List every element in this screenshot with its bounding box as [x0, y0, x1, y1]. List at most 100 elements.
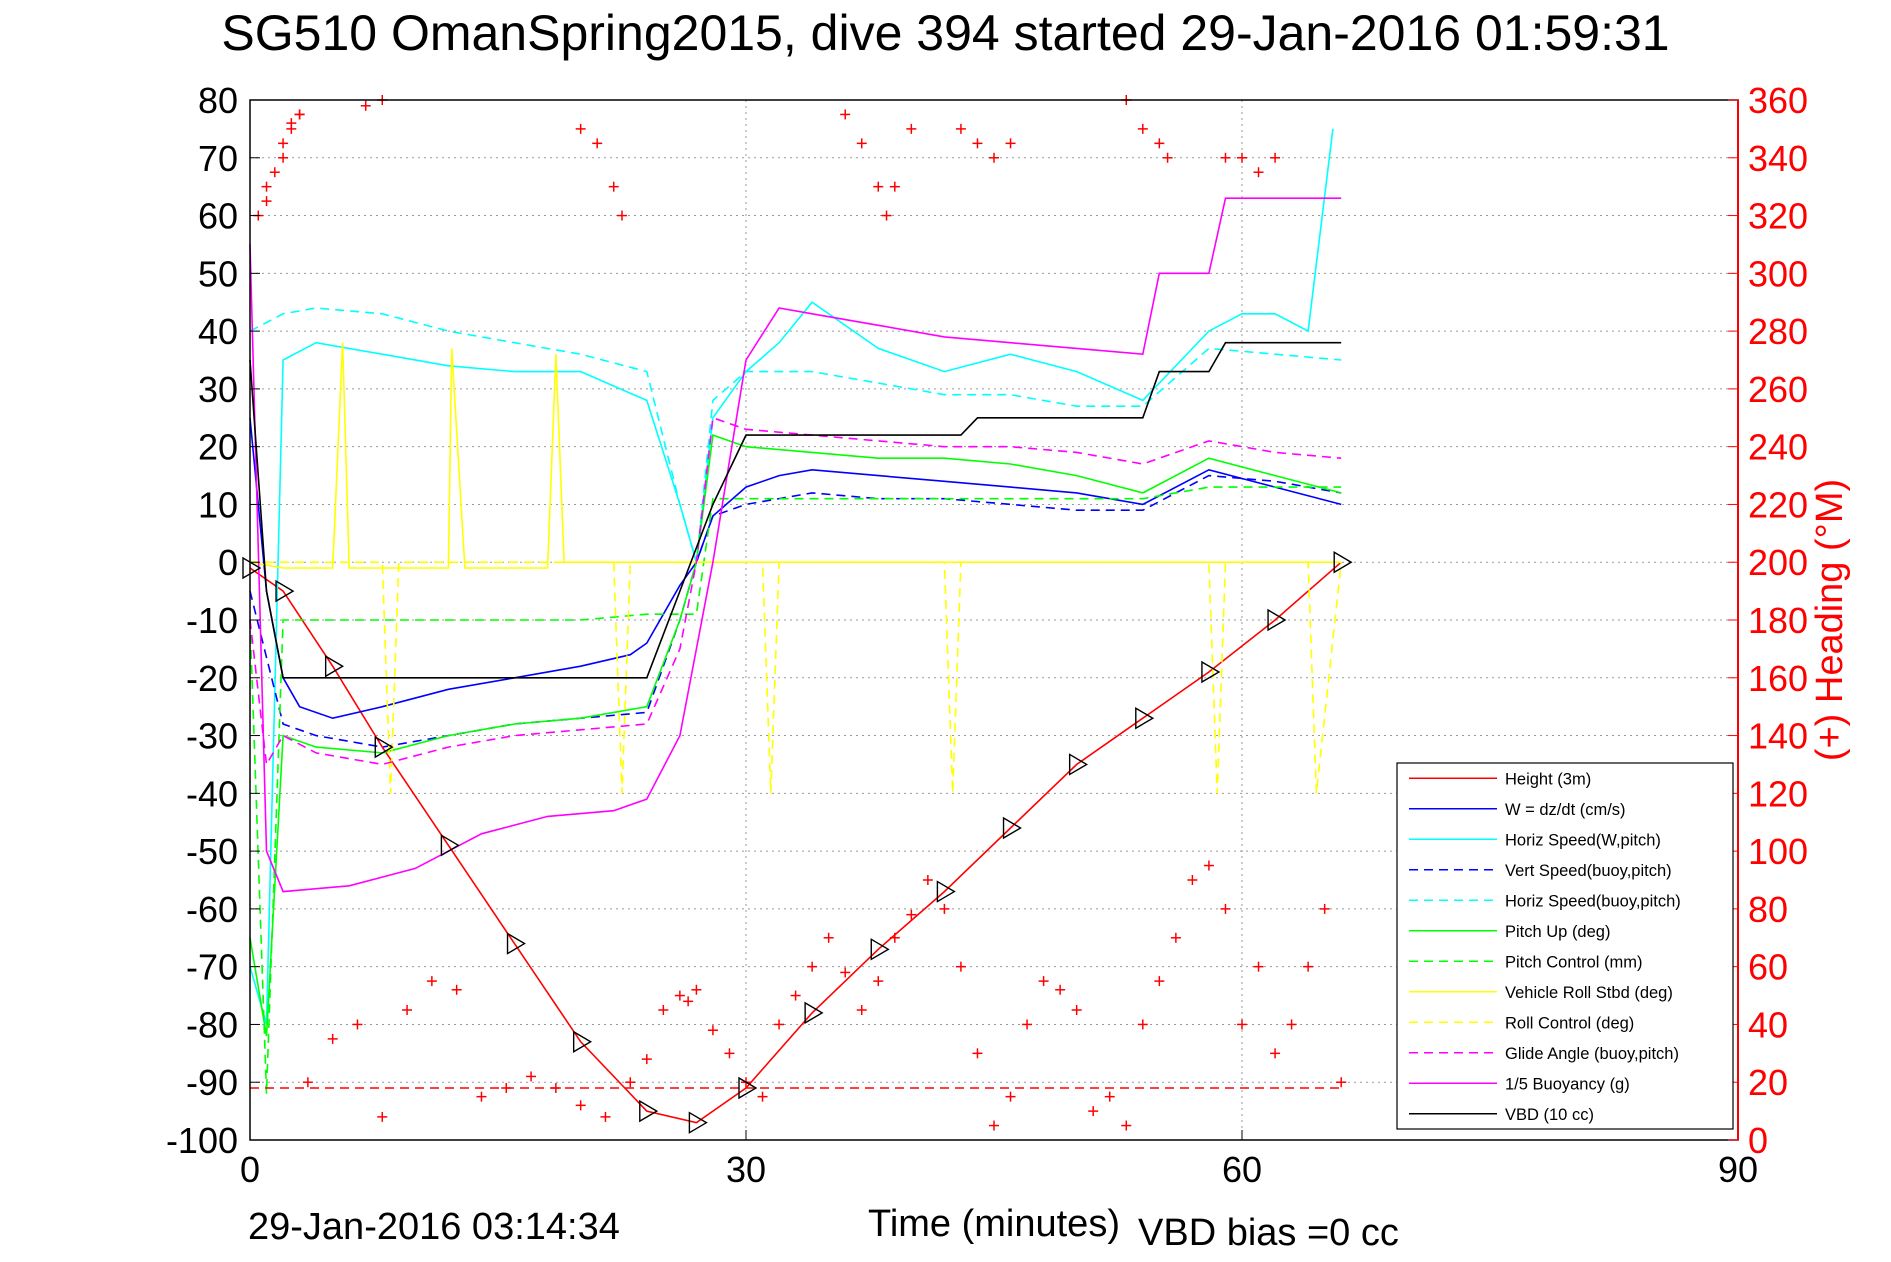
heading-point-top — [881, 210, 892, 221]
y-right-tick-label: 160 — [1748, 658, 1808, 699]
heading-point — [261, 196, 272, 207]
height-marker — [324, 654, 345, 678]
series-line-3 — [249, 474, 1342, 748]
height-marker — [738, 1076, 758, 1100]
y-left-tick-label: -70 — [186, 947, 238, 988]
heading-point — [1187, 875, 1198, 885]
y-right-tick-label: 260 — [1748, 369, 1808, 410]
height-marker — [374, 735, 394, 759]
vbd-bias-label: VBD bias =0 cc — [1138, 1212, 1399, 1254]
series-line-7 — [249, 342, 1342, 569]
heading-markers — [253, 95, 1347, 1131]
heading-point-top — [1253, 167, 1264, 178]
right-y-axis-label: (+) Heading (°M) — [1809, 479, 1851, 761]
heading-point — [1203, 860, 1214, 871]
series-line-4 — [249, 307, 1342, 563]
height-triangle-markers — [242, 550, 1353, 1134]
y-right-tick-label: 240 — [1748, 427, 1808, 468]
heading-point — [575, 1100, 586, 1111]
x-tick-label: 90 — [1718, 1149, 1758, 1190]
heading-point-top — [360, 100, 371, 111]
heading-point — [1088, 1106, 1099, 1117]
left-y-axis-ticks: 80 70 60 50 40 30 20 10 0 -10 -20 -30 -40 -50 -60 -70 -8… — [166, 80, 260, 1161]
heading-point-top — [1220, 152, 1231, 163]
heading-point — [1303, 961, 1314, 972]
heading-point — [501, 1083, 512, 1093]
y-left-tick-label: 60 — [198, 196, 238, 237]
height-marker — [1267, 608, 1287, 632]
heading-point — [658, 1005, 669, 1015]
legend-label-6: Pitch Control (mm) — [1505, 953, 1643, 971]
y-right-tick-label: 20 — [1748, 1062, 1788, 1103]
series-layer — [249, 128, 1342, 1124]
legend-box — [1396, 762, 1734, 1130]
y-left-tick-label: 20 — [198, 427, 238, 468]
y-right-tick-label: 300 — [1748, 253, 1808, 294]
heading-point-top — [873, 181, 884, 192]
heading-point — [955, 961, 966, 972]
heading-point-top — [955, 123, 966, 134]
y-right-tick-label: 320 — [1748, 196, 1808, 237]
height-marker — [1135, 706, 1155, 730]
legend-label-3: Vert Speed(buoy,pitch) — [1505, 862, 1672, 880]
y-left-tick-label: -50 — [186, 831, 238, 872]
y-left-tick-label: 80 — [198, 80, 238, 121]
y-right-tick-label: 140 — [1748, 716, 1808, 757]
heading-point — [1253, 961, 1264, 972]
heading-point — [426, 976, 437, 987]
y-right-tick-label: 220 — [1748, 484, 1808, 525]
heading-point — [906, 909, 917, 920]
heading-point — [972, 1048, 983, 1059]
heading-point — [600, 1111, 611, 1122]
y-right-tick-label: 0 — [1748, 1120, 1768, 1161]
heading-point — [269, 167, 280, 178]
heading-point — [1055, 984, 1066, 995]
heading-point — [377, 1111, 388, 1122]
height-marker — [275, 579, 295, 603]
legend: Height (3m) W = dz/dt (cm/s) Horiz Speed(W… — [1396, 762, 1734, 1130]
heading-point-top — [1005, 138, 1016, 149]
y-left-tick-label: -10 — [186, 600, 238, 641]
y-left-tick-label: 50 — [198, 253, 238, 294]
heading-point — [550, 1083, 561, 1093]
heading-point — [1121, 1120, 1132, 1131]
series-line-9 — [249, 416, 1342, 767]
y-left-tick-label: -100 — [166, 1120, 238, 1161]
heading-point — [1071, 1005, 1082, 1015]
series-line-6 — [249, 486, 1342, 1094]
height-marker — [870, 938, 890, 961]
heading-point-top — [840, 109, 851, 120]
height-marker — [1201, 660, 1221, 684]
heading-point — [774, 1019, 785, 1030]
heading-point-top — [972, 138, 983, 149]
heading-point — [1022, 1019, 1033, 1030]
series-line-0 — [249, 561, 1342, 1124]
height-marker — [1068, 753, 1089, 776]
heading-point — [707, 1025, 718, 1036]
heading-point — [278, 138, 289, 149]
y-right-tick-label: 100 — [1748, 831, 1808, 872]
heading-point-top — [261, 181, 272, 192]
height-marker — [804, 1001, 824, 1025]
heading-point — [674, 990, 685, 1001]
y-right-tick-label: 40 — [1748, 1004, 1788, 1045]
heading-point — [1170, 932, 1181, 943]
heading-point — [724, 1048, 735, 1059]
heading-point — [641, 1054, 652, 1065]
heading-point — [526, 1071, 537, 1082]
heading-point-top — [906, 123, 917, 134]
y-right-tick-label: 60 — [1748, 947, 1788, 988]
y-right-tick-label: 120 — [1748, 773, 1808, 814]
y-left-tick-label: -60 — [186, 889, 238, 930]
legend-label-5: Pitch Up (deg) — [1505, 923, 1610, 941]
legend-label-11: VBD (10 cc) — [1505, 1106, 1594, 1124]
legend-label-9: Glide Angle (buoy,pitch) — [1505, 1045, 1679, 1063]
heading-point-top — [889, 181, 900, 192]
heading-point — [1104, 1091, 1115, 1102]
heading-point — [302, 1077, 313, 1088]
height-marker — [936, 880, 956, 903]
y-left-tick-label: -20 — [186, 658, 238, 699]
x-axis-label: Time (minutes) — [868, 1203, 1120, 1245]
legend-label-7: Vehicle Roll Stbd (deg) — [1505, 984, 1673, 1002]
